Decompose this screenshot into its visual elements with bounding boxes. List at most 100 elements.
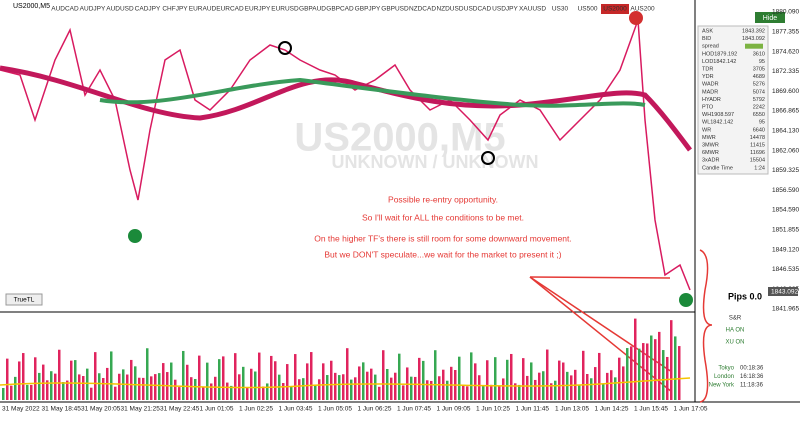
symbol-tab[interactable]: GBPAUD — [299, 6, 326, 13]
hide-button[interactable] — [755, 12, 785, 23]
symbol-tab[interactable]: EURJPY — [245, 6, 271, 13]
symbol-tab[interactable]: US30 — [552, 6, 569, 13]
volume-bar — [470, 352, 473, 400]
session-name: Tokyo — [718, 366, 734, 372]
volume-bar — [270, 355, 273, 400]
volume-bar — [378, 386, 381, 400]
panel-value: 5792 — [753, 97, 765, 103]
panel-label: BID — [702, 36, 711, 42]
volume-bar — [414, 376, 417, 400]
symbol-tab[interactable]: EURAUD — [189, 6, 217, 13]
volume-bar — [426, 380, 429, 400]
volume-bar — [362, 362, 365, 400]
volume-bar — [298, 379, 301, 400]
volume-bar — [658, 331, 661, 400]
watermark-symbol: US2000,M5 — [294, 116, 505, 160]
volume-bar — [2, 388, 5, 400]
current-price: 1843.092 — [771, 289, 798, 296]
panel-value: 5074 — [753, 89, 765, 95]
volume-bar — [198, 355, 201, 400]
volume-bar — [514, 383, 517, 400]
volume-bar — [290, 386, 293, 400]
panel-label: 6MWR — [702, 150, 719, 156]
volume-bar — [234, 353, 237, 400]
volume-bar — [286, 364, 289, 400]
truetl-label[interactable]: TrueTL — [14, 297, 35, 304]
symbol-tab[interactable]: EURCAD — [216, 6, 244, 13]
volume-bar — [554, 380, 557, 400]
volume-bar — [190, 377, 193, 400]
volume-bar — [158, 373, 161, 400]
symbol-tab[interactable]: XAUUSD — [519, 6, 546, 13]
volume-bar — [382, 350, 385, 400]
volume-bar — [82, 376, 85, 400]
symbol-tab[interactable]: AUS200 — [630, 6, 655, 13]
volume-bar — [614, 377, 617, 400]
volume-bar — [446, 380, 449, 400]
volume-bar — [486, 360, 489, 400]
volume-bar — [462, 384, 465, 400]
volume-bar — [422, 360, 425, 400]
panel-label: WR — [702, 127, 711, 133]
symbol-tab[interactable]: CHFJPY — [162, 6, 188, 13]
volume-bar — [274, 361, 277, 400]
annotation: But we DON'T speculate...we wait for the… — [324, 249, 561, 259]
volume-bar — [134, 366, 137, 400]
symbol-tab[interactable]: GBPJPY — [355, 6, 381, 13]
volume-bar — [202, 386, 205, 400]
volume-average — [0, 377, 691, 389]
symbol-tab[interactable]: US2000 — [603, 6, 627, 13]
panel-value: 95 — [759, 120, 765, 126]
volume-bar — [474, 363, 477, 400]
panel-value: 4689 — [753, 74, 765, 80]
volume-bar — [114, 386, 117, 400]
symbol-tab[interactable]: AUDJPY — [80, 6, 106, 13]
volume-bar — [306, 363, 309, 400]
hide-label[interactable]: Hide — [763, 15, 778, 22]
volume-bar — [366, 371, 369, 400]
signal — [481, 151, 495, 165]
volume-bar — [326, 375, 329, 400]
volume-bar — [590, 378, 593, 400]
spread-bar — [745, 43, 763, 49]
volume-bar — [618, 357, 621, 400]
symbol-tab[interactable]: US500 — [578, 6, 598, 13]
volume-bar — [354, 377, 357, 400]
symbol-tab[interactable]: GBPUSD — [381, 6, 409, 13]
volume-bar — [30, 384, 33, 400]
volume-bar — [398, 353, 401, 400]
symbol-tab[interactable]: CADJPY — [135, 6, 161, 13]
volume-bar — [126, 374, 129, 400]
volume-bar — [490, 384, 493, 400]
volume-bar — [602, 384, 605, 400]
volume-bar — [558, 360, 561, 400]
symbol-tab[interactable]: USDCAD — [464, 6, 492, 13]
symbol-tab[interactable]: NZDUSD — [436, 6, 463, 13]
panel-value: 6640 — [753, 127, 765, 133]
annotation: So I'll wait for ALL the conditions to b… — [362, 212, 524, 222]
annotation: Possible re-entry opportunity. — [388, 194, 498, 204]
panel-label: 3MWR — [702, 142, 719, 148]
truetl-button[interactable] — [5, 293, 43, 306]
volume-bar — [182, 350, 185, 400]
volume-bar — [258, 352, 261, 400]
symbol-tab[interactable]: USDJPY — [492, 6, 518, 13]
symbol-tab[interactable]: AUDUSD — [106, 6, 134, 13]
panel-label: Candle Time — [702, 165, 733, 171]
symbol-tab[interactable]: NZDCAD — [409, 6, 436, 13]
price-label: 1862.060 — [772, 147, 799, 154]
time-label: 1 Jun 10:25 — [476, 406, 510, 413]
volume-bar — [154, 374, 157, 400]
panel-value: 11696 — [750, 150, 765, 156]
volume-bar — [586, 373, 589, 400]
volume-bar — [250, 368, 253, 400]
signal — [679, 293, 693, 307]
panel-value: 3705 — [753, 66, 765, 72]
volume-bar — [610, 370, 613, 400]
symbol-tab[interactable]: AUDCAD — [51, 6, 79, 13]
panel-label: PTO — [702, 104, 714, 110]
symbol-tab[interactable]: EURUSD — [271, 6, 299, 13]
session-name: New York — [709, 383, 735, 389]
symbol-tab[interactable]: GBPCAD — [326, 6, 354, 13]
